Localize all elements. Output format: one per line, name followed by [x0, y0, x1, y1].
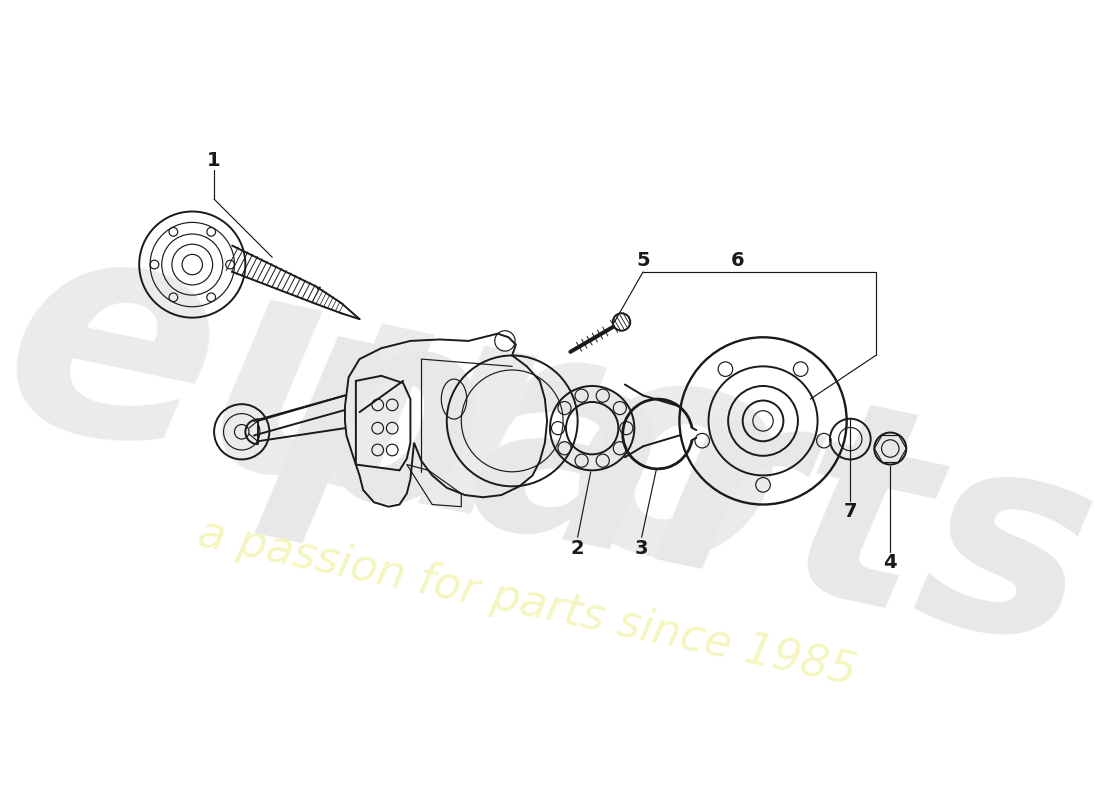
Circle shape: [613, 314, 630, 330]
Text: 5: 5: [636, 251, 650, 270]
Text: 1: 1: [207, 151, 221, 170]
Text: a passion for parts since 1985: a passion for parts since 1985: [194, 512, 860, 694]
Text: 3: 3: [635, 538, 648, 558]
Text: 2: 2: [571, 538, 584, 558]
Text: 6: 6: [730, 251, 745, 270]
Text: 4: 4: [883, 553, 898, 572]
Text: euro: euro: [0, 186, 811, 641]
Text: parts: parts: [257, 269, 1100, 704]
Text: 7: 7: [844, 502, 857, 522]
